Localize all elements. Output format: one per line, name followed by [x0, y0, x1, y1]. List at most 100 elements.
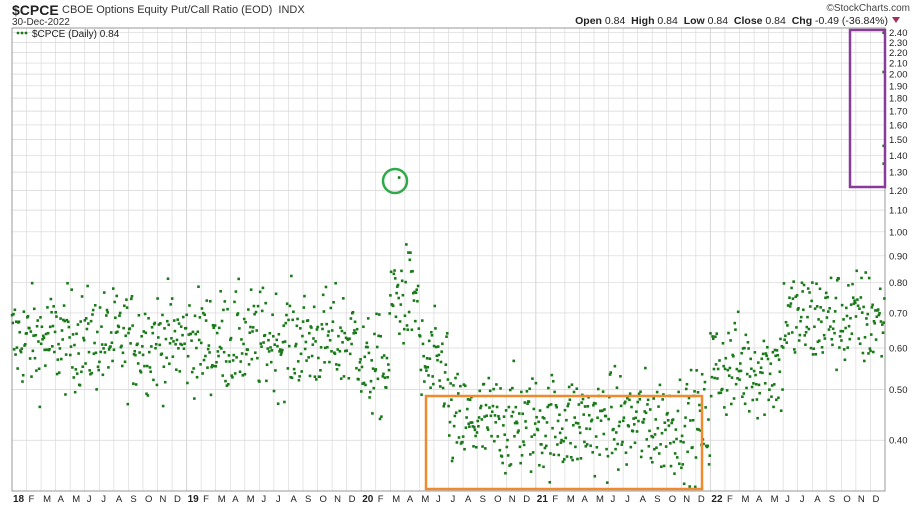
data-point	[784, 320, 788, 324]
data-point	[464, 426, 468, 430]
data-point	[156, 336, 160, 339]
data-point	[206, 347, 210, 351]
data-point	[260, 309, 264, 313]
data-point	[645, 438, 649, 441]
data-point	[261, 286, 265, 290]
spike-highlight-box	[848, 28, 887, 189]
data-point	[517, 429, 520, 432]
data-point	[397, 176, 401, 179]
data-point	[72, 376, 76, 379]
data-point	[844, 326, 847, 330]
data-point	[213, 364, 216, 368]
data-point	[323, 361, 326, 364]
open-value: 0.84	[604, 15, 626, 27]
data-point	[38, 405, 42, 409]
data-point	[700, 372, 704, 376]
data-point	[98, 306, 102, 309]
data-point	[879, 320, 883, 323]
data-point	[373, 332, 376, 336]
data-point	[203, 313, 207, 317]
x-tick-label: D	[349, 494, 356, 505]
data-point	[250, 357, 254, 361]
data-point	[18, 330, 22, 334]
data-point	[16, 367, 19, 370]
data-point	[702, 387, 706, 391]
data-point	[316, 325, 319, 329]
data-point	[669, 441, 672, 445]
data-point	[39, 316, 42, 319]
data-point	[454, 411, 458, 414]
data-point	[334, 281, 337, 285]
data-point	[622, 416, 626, 419]
data-point	[537, 420, 540, 424]
data-point	[461, 440, 464, 444]
data-point	[667, 424, 671, 427]
data-point	[302, 306, 306, 309]
data-point	[310, 354, 314, 358]
data-point	[306, 319, 310, 322]
data-point	[567, 402, 570, 406]
data-point	[19, 349, 22, 352]
close-value: 0.84	[765, 15, 786, 27]
x-tick-label: J	[611, 494, 616, 505]
data-point	[154, 342, 158, 346]
data-point	[469, 421, 473, 424]
x-tick-label: D	[174, 494, 181, 505]
data-point	[604, 414, 608, 418]
data-point	[847, 284, 850, 287]
data-point	[382, 372, 385, 376]
data-point	[265, 363, 269, 367]
data-point	[227, 354, 231, 357]
data-point	[693, 485, 697, 489]
data-point	[470, 421, 474, 424]
data-point	[20, 347, 24, 350]
x-tick-label: A	[814, 494, 821, 505]
data-point	[835, 279, 839, 282]
data-point	[861, 351, 865, 355]
data-point	[521, 412, 525, 416]
data-point	[802, 308, 805, 312]
data-point	[871, 303, 874, 307]
data-point	[280, 351, 283, 354]
data-point	[289, 375, 292, 379]
data-point	[17, 320, 21, 324]
data-point	[447, 434, 451, 437]
data-point	[497, 414, 500, 418]
data-point	[256, 304, 260, 308]
data-point	[457, 436, 461, 439]
data-point	[674, 428, 678, 431]
data-point	[378, 313, 381, 316]
data-point	[54, 310, 58, 314]
data-point	[763, 381, 767, 385]
data-point	[569, 441, 572, 445]
chg-value: -0.49 (-36.84%)	[815, 15, 888, 27]
data-point	[131, 324, 134, 327]
data-point	[441, 386, 445, 390]
data-point	[379, 334, 382, 338]
data-point	[258, 380, 261, 383]
data-point	[400, 269, 403, 273]
data-point	[329, 306, 333, 310]
data-point	[684, 416, 687, 419]
data-point	[248, 331, 252, 334]
data-point	[241, 374, 245, 377]
data-point	[671, 418, 675, 421]
y-tick-label: 1.00	[889, 227, 908, 238]
data-point	[32, 334, 35, 337]
data-point	[803, 334, 807, 337]
data-point	[28, 326, 31, 330]
data-point	[543, 446, 547, 450]
data-point	[340, 329, 344, 333]
data-point	[182, 347, 186, 350]
data-point	[757, 361, 760, 364]
data-point	[552, 453, 556, 457]
data-point	[328, 360, 331, 364]
data-point	[352, 331, 355, 335]
data-point	[59, 317, 62, 320]
data-point	[875, 315, 879, 319]
data-point	[236, 312, 240, 315]
data-point	[26, 314, 30, 318]
data-point	[768, 388, 771, 391]
data-point	[613, 364, 617, 368]
data-point	[863, 336, 867, 339]
